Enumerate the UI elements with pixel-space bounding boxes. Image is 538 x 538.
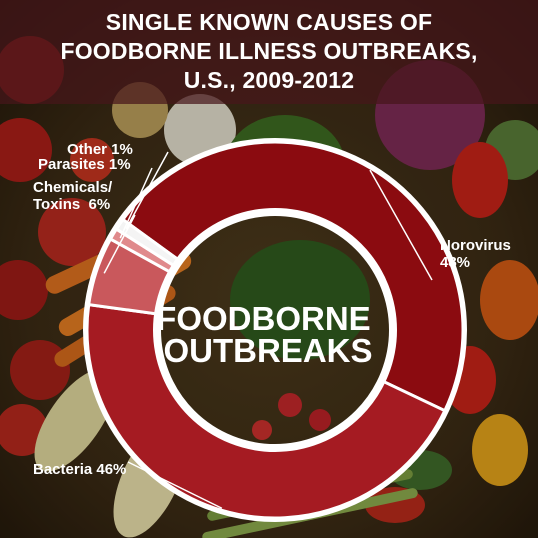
label-parasites-text: Parasites 1% [38,156,131,173]
donut-inner-outline [153,208,397,452]
title-line-1: SINGLE KNOWN CAUSES OF [105,9,433,35]
label-parasites: Parasites 1% [38,156,131,173]
label-other: Other 1% [67,141,133,158]
label-bacteria: Bacteria 46% [33,461,126,478]
label-chemicals-line-1: Chemicals/ [33,179,113,196]
label-norovirus-line-1: Norovirus [440,237,511,254]
leader-line-norovirus [369,169,433,281]
label-norovirus-line-2: 48% [440,254,470,271]
title-line-2: FOODBORNE ILLNESS OUTBREAKS, [60,38,478,64]
title-band [0,0,538,104]
center-label-line-2: OUTBREAKS [163,332,372,369]
donut-slices [85,140,465,520]
chart-title: SINGLE KNOWN CAUSES OF FOODBORNE ILLNESS… [0,8,538,95]
donut-outer-outline [83,138,467,522]
center-label: FOODBORNE OUTBREAKS [156,300,380,369]
leader-line-bacteria [127,461,223,509]
leader-lines [103,151,433,509]
label-bacteria-text: Bacteria 46% [33,461,126,478]
label-other-text: Other 1% [67,141,133,158]
label-chemicals-toxins: Chemicals/ Toxins 6% [33,179,116,213]
leader-line-parasites [119,167,153,239]
label-norovirus: Norovirus 48% [440,237,515,271]
center-label-line-1: FOODBORNE [156,300,371,337]
label-chemicals-line-2: Toxins 6% [33,196,110,213]
leader-line-other [125,151,169,230]
title-line-3: U.S., 2009-2012 [183,67,355,93]
leader-line-chemicals-toxins [103,214,136,274]
